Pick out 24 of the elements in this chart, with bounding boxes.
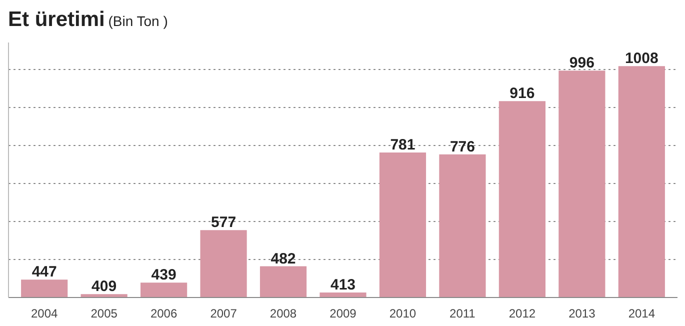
data-label: 996	[569, 54, 594, 72]
x-tick-label: 2009	[330, 306, 357, 320]
data-label: 447	[32, 264, 57, 281]
x-tick-label: 2011	[450, 306, 476, 320]
data-label: 916	[510, 85, 535, 102]
x-tick-label: 2006	[150, 306, 178, 320]
data-label: 409	[92, 278, 117, 296]
data-label: 439	[151, 266, 176, 284]
data-label: 1008	[624, 50, 658, 68]
chart-subtitle: (Bin Ton )	[108, 13, 168, 29]
x-tick-label: 2013	[568, 306, 596, 320]
x-tick-label: 2014	[628, 306, 656, 320]
data-label: 781	[390, 136, 416, 154]
x-tick-label: 2004	[30, 306, 58, 320]
x-tick-label: 2008	[270, 306, 297, 320]
data-label: 776	[450, 138, 475, 156]
data-label: 482	[270, 250, 296, 268]
data-label: 413	[330, 276, 356, 294]
x-tick-label: 2012	[508, 306, 536, 320]
x-tick-label: 2007	[210, 306, 238, 320]
x-tick-label: 2005	[90, 306, 118, 320]
x-tick-label: 2010	[389, 306, 416, 320]
data-label: 577	[211, 214, 236, 232]
chart-title: Et üretimi	[8, 8, 105, 31]
